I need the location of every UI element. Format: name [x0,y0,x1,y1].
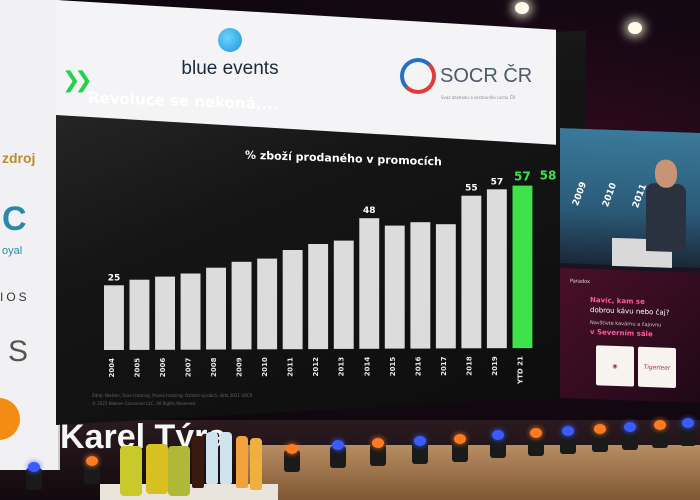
data-label: 58 [540,169,557,183]
speaker-figure [646,183,686,253]
blue-events-logo: blue events [170,28,290,80]
stage-lamp [452,434,468,462]
side-location-line: v Severním sále [590,328,653,339]
side-year: 2009 [571,180,590,208]
side-info-line: Navštivte kavárnu a čajovnu [590,320,662,329]
bar [104,285,124,350]
bar [180,273,201,350]
water-bottle [206,432,218,484]
bar [486,189,507,349]
ceiling-light [515,2,529,14]
stage-lamp [528,428,544,456]
side-small-text: Paradox [570,278,591,286]
side-logos: ◉ Tigerleer [596,345,676,389]
slide-copyright: © 2021 Nielsen Consumer LLC. All Rights … [92,401,197,406]
coffee-logo: ◉ [596,345,634,387]
stage-lamp [680,418,696,446]
bar [410,222,431,349]
bar [461,195,482,349]
x-tick-label: 2010 [261,357,269,377]
x-tick-label: 2016 [414,356,422,376]
water-bottle [220,432,232,484]
stage-lamp [622,422,638,450]
ceiling-light [628,22,642,34]
stage-lamp [284,444,300,472]
bar [435,224,456,349]
drink-can [146,444,168,494]
x-tick-label: 2008 [210,357,218,377]
x-tick-label: 2004 [108,358,116,378]
bar [155,276,175,350]
socr-subtitle: Svaz obchodu a cestovního ruchu ČR [441,95,516,100]
tea-logo: Tigerleer [638,346,676,389]
x-tick-label: 2011 [287,357,295,377]
bar [231,261,252,350]
x-tick-label: 2006 [159,358,167,378]
side-question-line: dobrou kávu nebo čaj? [590,306,670,317]
x-tick-label: 2014 [363,357,371,377]
side-year: 2010 [601,181,620,209]
data-label: 55 [465,184,478,194]
bar [333,240,354,349]
stage-lamp [370,438,386,466]
blue-events-swirl-icon [218,28,242,52]
stage-lamp [84,456,100,484]
bar [282,250,303,350]
data-label: 25 [108,273,121,283]
side-question-line: Navíc, kam se [590,296,645,306]
data-label: 48 [363,206,376,216]
stage-lamp [592,424,608,452]
sponsor-text: IOS [0,290,30,304]
x-tick-label: 2015 [389,357,397,377]
slide-source-note: Zdroj: Nielsen, Scan tracking, Promo tra… [92,393,253,398]
x-tick-label: 2017 [440,356,448,376]
sponsor-text: oyal [2,245,23,257]
data-label: 57 [491,177,504,187]
bar [206,267,226,350]
drink-bottle [192,436,204,488]
stage-lamp [560,426,576,454]
bar [129,279,150,350]
drink-can [120,446,142,496]
x-tick-label: 2013 [338,357,346,377]
stage-lamp [330,440,346,468]
stage-lamp [652,420,668,448]
sponsor-text: S [8,335,29,368]
wooden-floor [240,445,700,500]
orange-logo [0,398,20,440]
side-info-panel: Paradox Navíc, kam se dobrou kávu nebo č… [560,268,700,403]
speaker-head [655,159,677,189]
x-tick-label: 2005 [134,358,142,378]
stage-lamp [26,462,42,490]
socr-label: SOCR ČR [440,64,533,87]
x-tick-label: 2007 [185,357,193,377]
sponsor-text: C [2,200,27,238]
juice-bottle [250,438,262,490]
bar [359,218,380,349]
stage-lamp [412,436,428,464]
x-tick-label: 2019 [491,356,499,376]
stage-lamp [490,430,506,458]
juice-bottle [236,436,248,488]
x-tick-label: YTD 21 [516,356,524,385]
x-tick-label: 2012 [312,357,320,377]
blue-events-label: blue events [181,58,279,79]
bar [308,244,329,350]
bar [384,225,405,349]
data-label: 57 [514,170,531,184]
socr-ring-icon [400,58,436,94]
highlighted-bar [512,185,533,349]
socr-logo: SOCR ČR [400,58,532,94]
x-tick-label: 2009 [236,357,244,377]
bar [257,258,278,350]
left-sponsor-banner: zdroj C oyal IOS S [0,0,60,470]
x-tick-label: 2018 [465,356,473,376]
drink-can [168,446,190,496]
sponsor-text: zdroj [2,150,36,166]
